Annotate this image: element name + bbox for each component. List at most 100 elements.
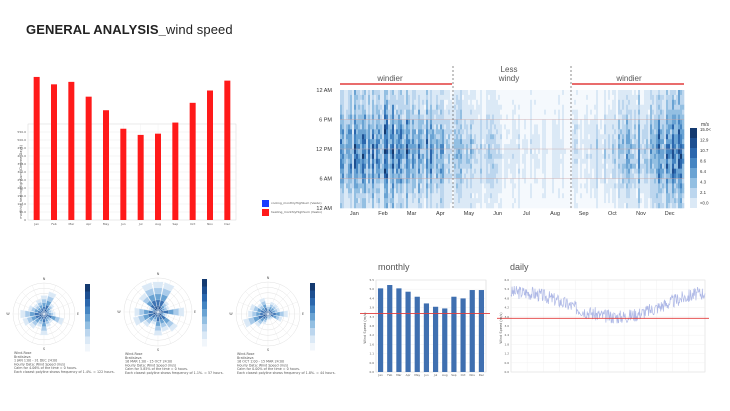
legend-tick: 6.4 — [700, 169, 707, 174]
monthly-y-tick: 3.9 — [370, 306, 375, 310]
monthly-x-tick: Dec — [479, 373, 485, 377]
bar-chart-y-tick: 150.0 — [17, 194, 26, 198]
wind-rose-caption-line: Calm for 5.85% of the time = 0 hours. — [125, 367, 188, 371]
monthly-y-tick: 4.4 — [370, 296, 375, 300]
rose-colorbar-swatch — [85, 344, 90, 352]
wind-rose-caption-line: 16 MAR 1:00 - 15 OCT 24:00 — [125, 360, 172, 364]
daily-y-tick: 0.0 — [505, 370, 510, 374]
band-windier-left: windier — [376, 74, 403, 83]
heatmap-y-label: 6 AM — [319, 177, 332, 183]
rose-colorbar-swatch — [85, 284, 90, 292]
heatmap-x-label: Apr — [436, 211, 445, 217]
band-windy-bottom: windy — [498, 74, 519, 83]
monthly-x-tick: Oct — [461, 373, 467, 377]
monthly-bar-may — [414, 296, 420, 372]
bar-chart-y-tick: 100.0 — [17, 202, 26, 206]
rose-colorbar-swatch — [85, 306, 90, 314]
page-title: GENERAL ANALYSIS_wind speed — [26, 22, 233, 37]
monthly-bar-aug — [442, 308, 448, 372]
rose-colorbar-swatch — [310, 320, 315, 328]
rose-colorbar-swatch — [202, 324, 207, 332]
rose-colorbar-swatch — [310, 313, 315, 321]
bar-chart-x-tick: Jun — [120, 222, 126, 226]
legend-label-heating: heating_monthlyHighSum (Vesbo) — [271, 210, 322, 214]
bar-jun — [120, 128, 127, 220]
daily-y-tick: 2.4 — [505, 333, 510, 337]
heatmap-y-label: 12 PM — [316, 147, 332, 153]
daily-y-tick: 3.0 — [505, 324, 510, 328]
band-windier-right: windier — [615, 74, 642, 83]
heatmap-y-label: 6 PM — [319, 118, 332, 124]
bar-chart-y-tick: 350.0 — [17, 162, 26, 166]
rose-colorbar-swatch — [310, 343, 315, 351]
bar-chart-y-tick: 200.0 — [17, 186, 26, 190]
rose-colorbar-swatch — [310, 335, 315, 343]
monthly-bar-jan — [377, 288, 384, 372]
bar-chart-x-tick: Dec — [224, 222, 230, 226]
monthly-wind-chart: 0.0 0.6 1.1 1.6 2.2 2.8 3.3 3.9 4.4 5.0 5.5 Jan Feb M… — [360, 278, 490, 377]
rose-colorbar-swatch — [85, 336, 90, 344]
wind-rose-caption-line: Wind-Rose — [125, 352, 142, 356]
bar-chart-x-tick: May — [103, 222, 109, 226]
compass-label: S — [43, 347, 46, 351]
rose-colorbar-swatch — [85, 329, 90, 337]
legend-swatch-cooling — [262, 200, 269, 207]
legend-tick: 15.0< — [700, 127, 711, 132]
monthly-y-tick: 2.8 — [370, 324, 375, 328]
monthly-bar-mar — [396, 288, 402, 372]
bar-chart-x-tick: Mar — [68, 222, 74, 226]
legend-swatch — [690, 168, 697, 178]
legend-swatch — [690, 138, 697, 148]
monthly-x-tick: Feb — [387, 373, 392, 377]
wind-rose-caption-line: Hourly Data: Wind Speed (m/s) — [14, 362, 65, 366]
wind-rose-caption-line: 1 JAN 1:00 - 31 DEC 24:00 — [14, 359, 57, 363]
monthly-y-tick: 2.2 — [370, 333, 375, 337]
daily-y-tick: 1.2 — [505, 352, 510, 356]
bar-oct — [189, 102, 196, 220]
rose-colorbar-swatch — [85, 291, 90, 299]
monthly-x-tick: Sep — [451, 373, 456, 377]
rose-colorbar-swatch — [202, 339, 207, 347]
page-title-rest: wind speed — [165, 22, 233, 37]
heatmap-x-label: Aug — [550, 211, 560, 217]
compass-label: N — [43, 277, 46, 281]
monthly-x-tick: Apr — [406, 373, 412, 377]
monthly-section-label: monthly — [378, 262, 410, 272]
bar-chart-y-tick: 300.0 — [17, 170, 26, 174]
bar-mar — [68, 81, 75, 220]
wind-rose-caption-line: Wind-Rose — [237, 352, 254, 356]
compass-label: E — [302, 312, 304, 316]
legend-tick: 12.9 — [700, 138, 709, 143]
bar-chart-y-tick: 500.0 — [17, 138, 26, 142]
bar-chart-y-tick: 50.0 — [19, 210, 26, 214]
monthly-bar-oct — [460, 298, 466, 372]
heatmap-x-label: Mar — [407, 211, 417, 217]
rose-colorbar-swatch — [310, 290, 315, 298]
monthly-y-axis-label: Wind Speed (m/s) — [363, 312, 367, 344]
monthly-y-tick: 1.1 — [370, 352, 375, 356]
bar-jan — [33, 76, 40, 220]
legend-swatch — [690, 188, 697, 198]
heatmap-y-label: 12 AM — [316, 206, 332, 212]
rose-colorbar-swatch — [202, 279, 207, 287]
rose-colorbar-swatch — [85, 299, 90, 307]
monthly-x-tick: Aug — [442, 373, 448, 377]
bar-chart-y-tick: 250.0 — [17, 178, 26, 182]
daily-y-tick: 5.4 — [505, 287, 510, 291]
wind-speed-heatmap: windier Less windy windier 12 AM 6 PM 12 P… — [316, 65, 685, 217]
bar-chart-x-tick: Jan — [33, 222, 39, 226]
legend-label-cooling: cooling_monthlyHighSum (Vesbo) — [271, 201, 322, 205]
wind-rose-caption-line: Each closest polyline shows frequency of… — [14, 370, 115, 374]
wind-rose-caption-line: 16 OCT 1:00 - 15 MAR 24:00 — [237, 360, 284, 364]
daily-y-tick: 3.6 — [505, 315, 510, 319]
bar-may — [103, 110, 109, 220]
monthly-bar-dec — [478, 290, 485, 372]
heatmap-x-label: May — [464, 211, 475, 217]
monthly-bar-jun — [423, 303, 430, 372]
daily-y-axis-label: Wind Speed (m/s) — [499, 312, 503, 344]
monthly-x-tick: Nov — [470, 373, 476, 377]
legend-swatch — [690, 158, 697, 168]
